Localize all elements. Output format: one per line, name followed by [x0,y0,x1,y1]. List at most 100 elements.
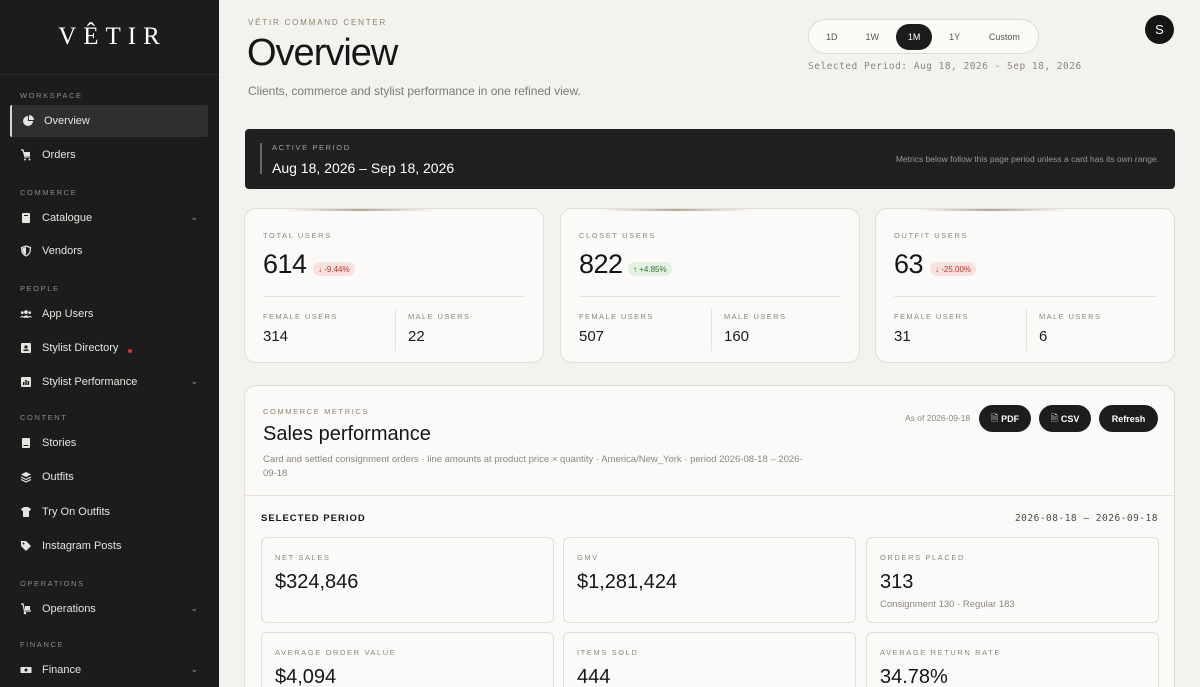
change-badge: ↓ -9.44% [313,262,355,276]
file-icon: 🗎 [990,412,999,423]
sidebar-item-label: Catalogue [42,212,93,224]
card-label: TOTAL USERS [263,231,332,240]
metric-value: $324,846 [275,571,359,593]
page-title: Overview [247,32,398,74]
sidebar-item-label: Stylist Directory [42,342,119,354]
change-value: -25.00% [941,264,972,274]
chevron-down-icon[interactable]: ⌄ [190,212,198,222]
chevron-down-icon[interactable]: ⌄ [190,664,198,674]
female-users-value: 507 [579,328,605,345]
sidebar-item-label: Instagram Posts [42,540,122,552]
metric-value: 444 [577,666,611,687]
card-accent-line [601,209,751,211]
sidebar-item-operations[interactable]: Operations ⌄ [10,593,208,625]
section-label-people: PEOPLE [20,284,60,293]
metric-subtext: Consignment 130 · Regular 183 [880,599,1015,610]
page-eyebrow: VÊTIR COMMAND CENTER [248,18,388,27]
notification-dot [128,349,133,353]
sidebar-item-finance[interactable]: Finance ⌄ [10,654,208,686]
sidebar-item-catalogue[interactable]: Catalogue ⌄ [10,202,208,234]
divider [894,296,1156,297]
card-label: OUTFIT USERS [894,231,969,240]
metric-value: 313 [880,571,914,593]
csv-button-label: CSV [1060,413,1080,424]
divider [1026,309,1027,351]
sidebar-item-stylist-directory[interactable]: Stylist Directory [10,332,208,364]
sidebar-item-outfits[interactable]: Outfits [10,461,208,493]
chevron-down-icon[interactable]: ⌄ [190,603,198,613]
sidebar-item-label: Stylist Performance [42,376,138,388]
metric-value: $4,094 [275,666,337,687]
banner-note: Metrics below follow this page period un… [895,154,1159,164]
metric-label: ITEMS SOLD [577,648,639,657]
section-label-workspace: WORKSPACE [20,91,83,100]
card-value: 822 [579,249,623,279]
money-icon [20,664,32,676]
pdf-button[interactable]: 🗎 PDF [979,405,1031,432]
section-label-operations: OPERATIONS [20,579,85,588]
arrow-down-icon: ↓ [318,264,325,274]
period-tab-1y[interactable]: 1Y [949,31,961,42]
male-users-value: 160 [724,328,750,345]
period-tab-1m[interactable]: 1M [895,23,933,50]
id-card-icon [20,342,32,354]
brand-logo[interactable]: VÊTIR [0,0,219,75]
arrow-up-icon: ↑ [633,264,640,274]
panel-description: Card and settled consignment orders · li… [263,454,803,479]
outfit-users-card: OUTFIT USERS 63 ↓ -25.00% FEMALE USERS 3… [875,208,1175,363]
orders-placed-card: ORDERS PLACED 313 Consignment 130 · Regu… [866,537,1159,623]
page-subtitle: Clients, commerce and stylist performanc… [248,84,581,98]
section-label-commerce: COMMERCE [20,188,78,197]
period-tab-1w[interactable]: 1W [865,31,879,42]
sidebar-item-vendors[interactable]: Vendors [10,235,208,267]
male-users-label: MALE USERS [1039,312,1102,321]
banner-value: Aug 18, 2026 – Sep 18, 2026 [272,160,455,176]
sidebar-item-stylist-performance[interactable]: Stylist Performance ⌄ [10,366,208,398]
sales-performance-panel: COMMERCE METRICS Sales performance Card … [244,385,1175,687]
female-users-label: FEMALE USERS [579,312,654,321]
sidebar-item-stories[interactable]: Stories [10,427,208,459]
sidebar-item-label: Stories [42,437,77,449]
sidebar-item-overview[interactable]: Overview [10,105,208,137]
pie-chart-icon [22,115,34,127]
avatar[interactable]: S [1145,15,1174,44]
sidebar-item-label: Orders [42,149,76,161]
panel-eyebrow: COMMERCE METRICS [263,407,370,416]
change-value: +4.85% [639,264,667,274]
file-icon: 🗎 [1050,412,1058,423]
sidebar-item-label: Vendors [42,245,83,257]
metric-label: AVERAGE ORDER VALUE [275,648,397,657]
shirt-icon [20,506,32,518]
sidebar-item-app-users[interactable]: App Users [10,298,208,330]
metric-label: NET SALES [275,553,331,562]
csv-button[interactable]: 🗎 CSV [1039,405,1091,432]
divider [245,495,1174,496]
female-users-value: 31 [894,328,911,345]
sidebar-item-label: Overview [44,115,90,127]
period-tab-1d[interactable]: 1D [826,31,838,42]
closet-users-card: CLOSET USERS 822 ↑ +4.85% FEMALE USERS 5… [560,208,860,363]
selected-period-text: Selected Period: Aug 18, 2026 - Sep 18, … [808,61,1082,72]
card-value: 63 [894,249,924,279]
sidebar-item-label: Try On Outfits [42,506,111,518]
tag-icon [20,540,32,552]
section-label-finance: FINANCE [20,640,65,649]
refresh-button[interactable]: Refresh [1099,405,1158,432]
period-tab-custom[interactable]: Custom [988,31,1020,42]
male-users-label: MALE USERS [408,312,471,321]
metric-value: 34.78% [880,666,948,687]
change-value: -9.44% [324,264,350,274]
sidebar-item-label: App Users [42,308,94,320]
section-label-content: CONTENT [20,413,68,422]
divider [579,296,841,297]
users-icon [20,308,32,320]
chevron-down-icon[interactable]: ⌄ [190,376,198,386]
metric-label: AVERAGE RETURN RATE [880,648,1001,657]
sidebar-item-try-on-outfits[interactable]: Try On Outfits [10,496,208,528]
sidebar-item-orders[interactable]: Orders [10,139,208,171]
female-users-label: FEMALE USERS [894,312,969,321]
divider [711,309,712,351]
banner-label: ACTIVE PERIOD [272,143,351,152]
change-badge: ↓ -25.00% [930,262,977,276]
sidebar-item-instagram-posts[interactable]: Instagram Posts [10,530,208,562]
